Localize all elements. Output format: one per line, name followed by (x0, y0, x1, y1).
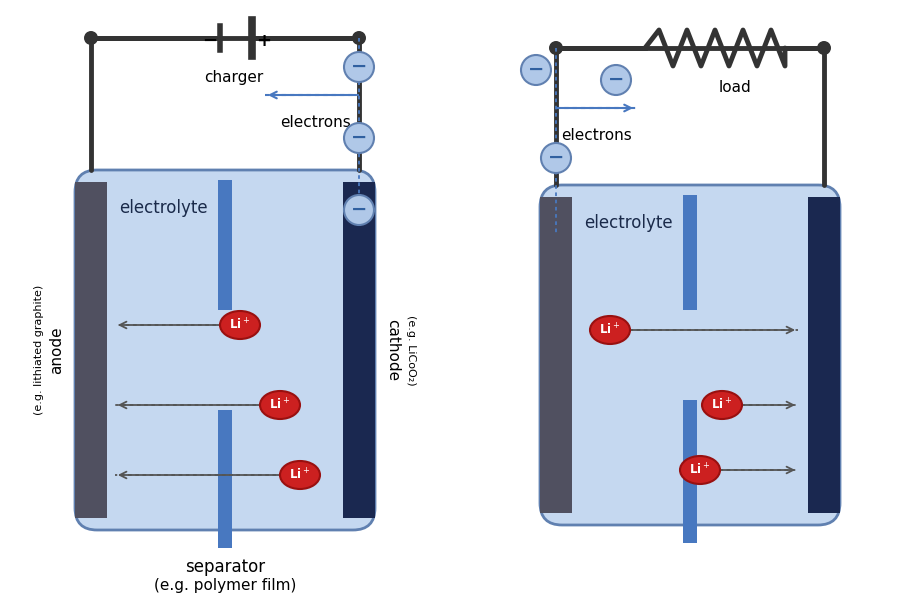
Text: anode: anode (50, 326, 65, 374)
Ellipse shape (280, 461, 320, 489)
Circle shape (549, 41, 563, 55)
Text: +: + (257, 32, 271, 50)
Ellipse shape (260, 391, 300, 419)
Text: −: − (202, 32, 218, 50)
Text: (e.g. lithiated graphite): (e.g. lithiated graphite) (34, 285, 44, 415)
Bar (218, 490, 232, 540)
Bar (218, 530, 232, 548)
Ellipse shape (220, 311, 260, 339)
Text: −: − (351, 128, 367, 147)
Circle shape (352, 31, 366, 45)
Text: −: − (351, 57, 367, 76)
Bar (683, 525, 697, 543)
Circle shape (817, 41, 831, 55)
Ellipse shape (590, 316, 630, 344)
Text: Li$^+$: Li$^+$ (689, 462, 711, 477)
Text: load: load (719, 80, 751, 95)
Text: −: − (528, 60, 545, 79)
Text: −: − (548, 148, 564, 167)
Text: Li$^+$: Li$^+$ (599, 322, 620, 338)
Circle shape (84, 31, 98, 45)
Text: separator: separator (185, 558, 265, 576)
Circle shape (521, 55, 551, 85)
Text: −: − (608, 70, 624, 89)
Text: (e.g. LiCoO₂): (e.g. LiCoO₂) (406, 315, 416, 385)
Text: electrons: electrons (281, 115, 351, 130)
Circle shape (601, 65, 631, 95)
Circle shape (344, 52, 374, 82)
FancyBboxPatch shape (75, 170, 375, 530)
Text: Li$^+$: Li$^+$ (270, 397, 291, 412)
Circle shape (344, 123, 374, 153)
Ellipse shape (680, 456, 720, 484)
Circle shape (344, 195, 374, 225)
Text: electrolyte: electrolyte (119, 199, 208, 217)
Text: −: − (351, 200, 367, 219)
Text: Li$^+$: Li$^+$ (712, 397, 733, 412)
Bar (683, 195, 697, 310)
Ellipse shape (702, 391, 742, 419)
Bar (683, 480, 697, 530)
Text: (e.g. polymer film): (e.g. polymer film) (154, 578, 296, 593)
Text: electrolyte: electrolyte (584, 214, 673, 232)
Bar (218, 180, 232, 310)
Text: cathode: cathode (386, 319, 401, 381)
Bar (683, 400, 697, 480)
Circle shape (541, 143, 571, 173)
Bar (808, 197, 840, 513)
Text: Li$^+$: Li$^+$ (290, 467, 311, 483)
Bar (75, 182, 107, 518)
Text: charger: charger (204, 70, 264, 85)
Text: Li$^+$: Li$^+$ (230, 317, 251, 333)
Bar (343, 182, 375, 518)
Bar (540, 197, 572, 513)
FancyBboxPatch shape (540, 185, 840, 525)
Text: electrons: electrons (561, 128, 631, 143)
Bar (218, 410, 232, 490)
